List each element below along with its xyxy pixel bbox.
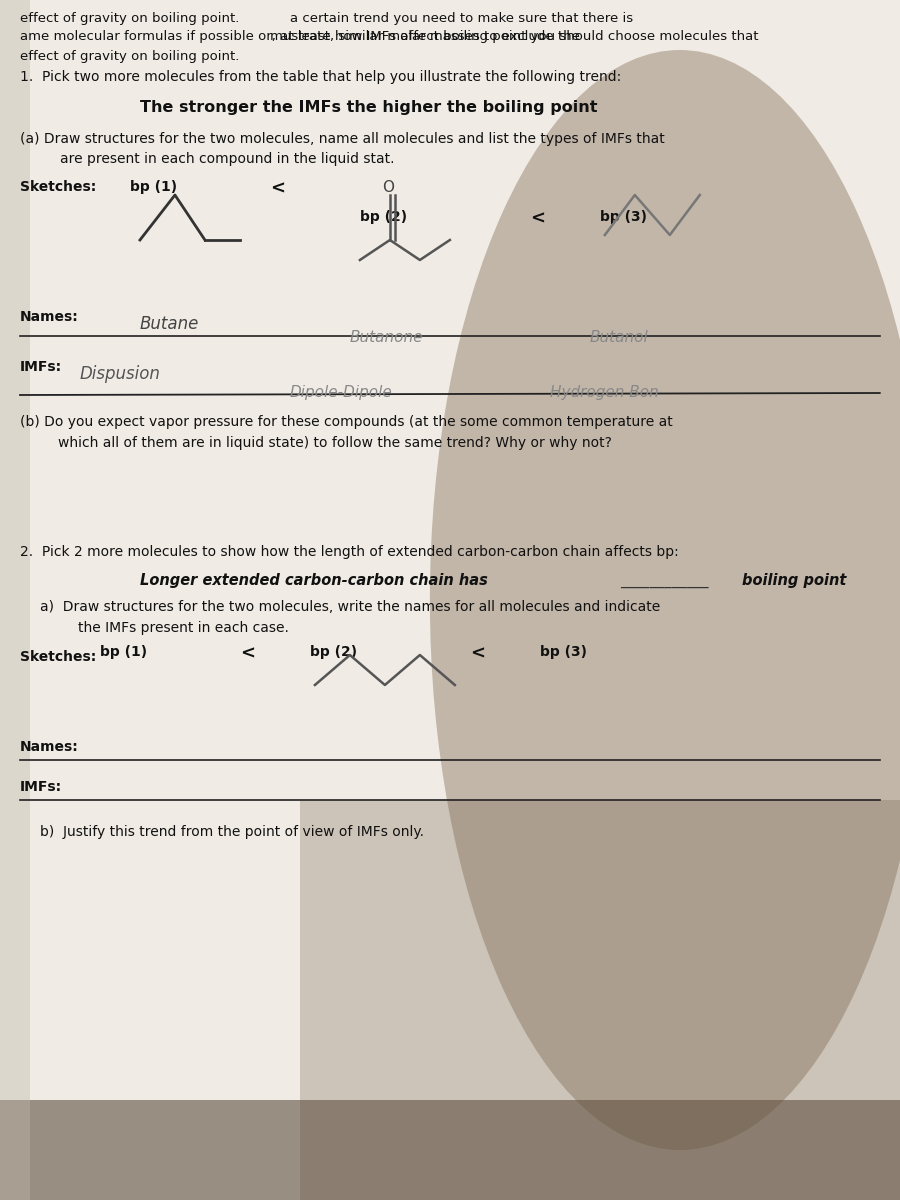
- Text: Butane: Butane: [140, 314, 199, 332]
- Ellipse shape: [430, 50, 900, 1150]
- Text: Butanone: Butanone: [350, 330, 423, 346]
- Text: <: <: [270, 180, 285, 198]
- Text: Dipole-Dipole: Dipole-Dipole: [290, 385, 392, 400]
- Text: bp (2): bp (2): [360, 210, 407, 224]
- Text: b)  Justify this trend from the point of view of IMFs only.: b) Justify this trend from the point of …: [40, 826, 424, 839]
- Text: <: <: [530, 210, 544, 228]
- Text: The stronger the IMFs the higher the boiling point: The stronger the IMFs the higher the boi…: [140, 100, 598, 115]
- Text: effect of gravity on boiling point.: effect of gravity on boiling point.: [20, 12, 239, 25]
- Text: (a) Draw structures for the two molecules, name all molecules and list the types: (a) Draw structures for the two molecule…: [20, 132, 665, 146]
- Text: Sketches:: Sketches:: [20, 180, 96, 194]
- Text: <: <: [240, 646, 255, 662]
- Text: boiling point: boiling point: [742, 572, 846, 588]
- Text: a certain trend you need to make sure that there is: a certain trend you need to make sure th…: [290, 12, 633, 25]
- Text: <: <: [470, 646, 485, 662]
- Text: Sketches:: Sketches:: [20, 650, 96, 664]
- Text: effect of gravity on boiling point.: effect of gravity on boiling point.: [20, 50, 239, 62]
- Text: IMFs:: IMFs:: [20, 360, 62, 374]
- Text: ____________: ____________: [620, 572, 708, 588]
- Text: 2.  Pick 2 more molecules to show how the length of extended carbon-carbon chain: 2. Pick 2 more molecules to show how the…: [20, 545, 679, 559]
- Text: bp (1): bp (1): [100, 646, 147, 659]
- Text: which all of them are in liquid state) to follow the same trend? Why or why not?: which all of them are in liquid state) t…: [58, 436, 612, 450]
- Text: Names:: Names:: [20, 740, 78, 754]
- FancyBboxPatch shape: [0, 1100, 900, 1200]
- Text: (b) Do you expect vapor pressure for these compounds (at the some common tempera: (b) Do you expect vapor pressure for the…: [20, 415, 672, 428]
- Text: mustrate how IMFs affect boiling point you should choose molecules that: mustrate how IMFs affect boiling point y…: [270, 30, 759, 43]
- Text: bp (3): bp (3): [599, 210, 647, 224]
- Text: Hydrogen Bon: Hydrogen Bon: [550, 385, 659, 400]
- Text: Longer extended carbon-carbon chain has: Longer extended carbon-carbon chain has: [140, 572, 488, 588]
- Text: bp (3): bp (3): [540, 646, 587, 659]
- Text: the IMFs present in each case.: the IMFs present in each case.: [78, 622, 289, 635]
- FancyBboxPatch shape: [0, 0, 30, 1200]
- Text: a)  Draw structures for the two molecules, write the names for all molecules and: a) Draw structures for the two molecules…: [40, 600, 661, 614]
- Text: 1.  Pick two more molecules from the table that help you illustrate the followin: 1. Pick two more molecules from the tabl…: [20, 70, 621, 84]
- Text: Names:: Names:: [20, 310, 78, 324]
- FancyBboxPatch shape: [300, 800, 900, 1200]
- Text: are present in each compound in the liquid stat.: are present in each compound in the liqu…: [60, 152, 394, 166]
- Text: ame molecular formulas if possible or, at least, similar molar masses to exclude: ame molecular formulas if possible or, a…: [20, 30, 580, 43]
- Text: Butanol: Butanol: [590, 330, 649, 346]
- Text: bp (1): bp (1): [130, 180, 177, 194]
- Text: O: O: [382, 180, 394, 194]
- Text: IMFs:: IMFs:: [20, 780, 62, 794]
- Text: bp (2): bp (2): [310, 646, 357, 659]
- Text: Dispusion: Dispusion: [80, 365, 161, 383]
